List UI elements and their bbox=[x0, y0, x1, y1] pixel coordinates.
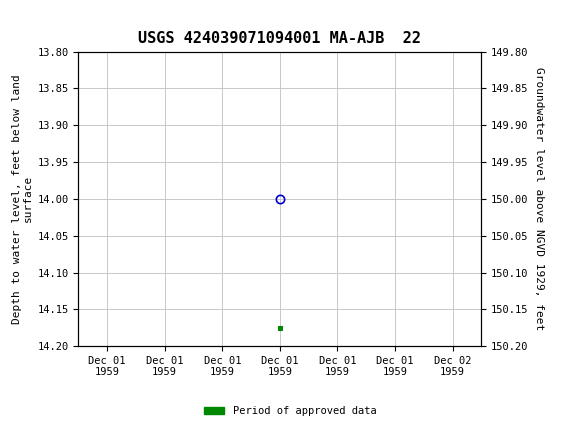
Y-axis label: Depth to water level, feet below land
surface: Depth to water level, feet below land su… bbox=[12, 74, 33, 324]
Y-axis label: Groundwater level above NGVD 1929, feet: Groundwater level above NGVD 1929, feet bbox=[534, 67, 544, 331]
Title: USGS 424039071094001 MA-AJB  22: USGS 424039071094001 MA-AJB 22 bbox=[139, 31, 421, 46]
Text: ≡USGS: ≡USGS bbox=[7, 10, 72, 28]
Legend: Period of approved data: Period of approved data bbox=[200, 402, 380, 421]
